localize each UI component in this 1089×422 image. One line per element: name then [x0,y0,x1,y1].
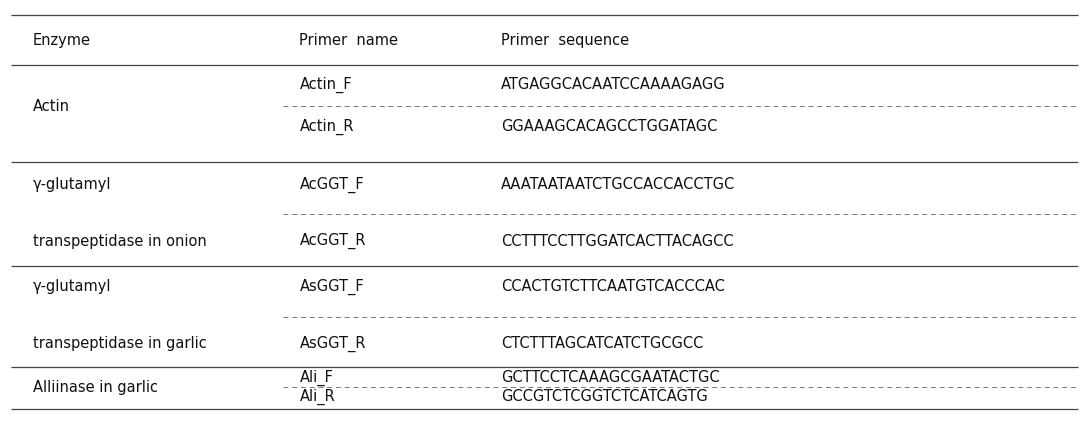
Text: AsGGT_F: AsGGT_F [299,279,364,295]
Text: AsGGT_R: AsGGT_R [299,336,366,352]
Text: AcGGT_F: AcGGT_F [299,176,364,192]
Text: Ali_F: Ali_F [299,370,333,386]
Text: AcGGT_R: AcGGT_R [299,233,366,249]
Text: CCACTGTCTTCAATGTCACCCAC: CCACTGTCTTCAATGTCACCCAC [501,279,725,295]
Text: ATGAGGCACAATCCAAAAGAGG: ATGAGGCACAATCCAAAAGAGG [501,77,725,92]
Text: AAATAATAATCTGCCACCACCTGC: AAATAATAATCTGCCACCACCTGC [501,177,735,192]
Text: GCCGTCTCGGTCTCATCAGTG: GCCGTCTCGGTCTCATCAGTG [501,389,708,404]
Text: Enzyme: Enzyme [33,32,90,48]
Text: Actin: Actin [33,99,70,114]
Text: Primer  name: Primer name [299,32,399,48]
Text: CTCTTTAGCATCATCTGCGCC: CTCTTTAGCATCATCTGCGCC [501,336,703,352]
Text: Actin_F: Actin_F [299,76,352,92]
Text: GGAAAGCACAGCCTGGATAGC: GGAAAGCACAGCCTGGATAGC [501,119,718,134]
Text: γ-glutamyl: γ-glutamyl [33,177,111,192]
Text: CCTTTCCTTGGATCACTTACAGCC: CCTTTCCTTGGATCACTTACAGCC [501,234,734,249]
Text: Ali_R: Ali_R [299,389,335,405]
Text: Actin_R: Actin_R [299,119,354,135]
Text: γ-glutamyl: γ-glutamyl [33,279,111,295]
Text: GCTTCCTCAAAGCGAATACTGC: GCTTCCTCAAAGCGAATACTGC [501,370,720,385]
Text: Primer  sequence: Primer sequence [501,32,629,48]
Text: transpeptidase in garlic: transpeptidase in garlic [33,336,207,352]
Text: Alliinase in garlic: Alliinase in garlic [33,380,158,395]
Text: transpeptidase in onion: transpeptidase in onion [33,234,207,249]
